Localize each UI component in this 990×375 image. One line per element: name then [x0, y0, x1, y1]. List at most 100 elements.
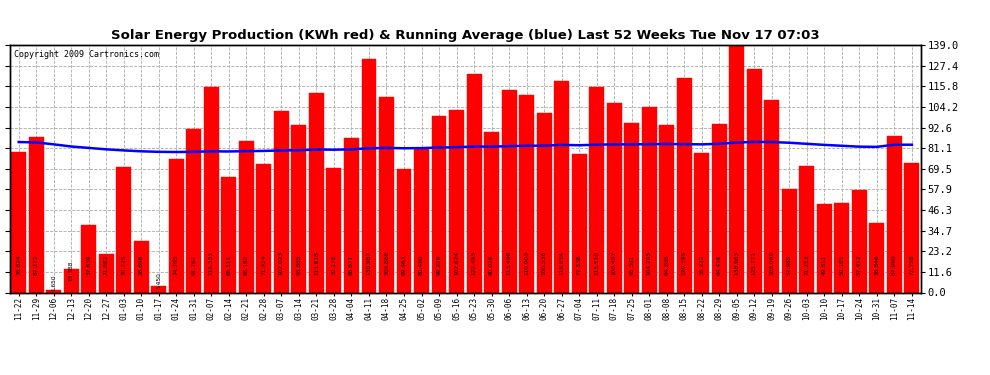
Text: Copyright 2009 Cartronics.com: Copyright 2009 Cartronics.com: [15, 50, 159, 59]
Bar: [835, 203, 849, 292]
Bar: [502, 90, 517, 292]
Bar: [799, 166, 815, 292]
Bar: [712, 124, 727, 292]
Text: 138.963: 138.963: [735, 251, 740, 275]
Text: 120.395: 120.395: [682, 251, 687, 275]
Text: 28.698: 28.698: [139, 254, 144, 275]
Bar: [554, 81, 569, 292]
Text: 94.205: 94.205: [664, 254, 669, 275]
Bar: [134, 242, 148, 292]
Bar: [116, 166, 132, 292]
Text: 113.496: 113.496: [507, 251, 512, 275]
Bar: [309, 93, 324, 292]
Bar: [466, 75, 481, 292]
Bar: [291, 125, 306, 292]
Text: 65.111: 65.111: [227, 255, 232, 275]
Bar: [642, 107, 656, 292]
Bar: [432, 116, 446, 292]
Bar: [327, 168, 342, 292]
Bar: [274, 111, 289, 292]
Bar: [764, 100, 779, 292]
Bar: [625, 123, 640, 292]
Text: 78.222: 78.222: [699, 254, 704, 275]
Bar: [11, 152, 26, 292]
Bar: [81, 225, 96, 292]
Text: 94.416: 94.416: [717, 254, 722, 275]
Text: 87.990: 87.990: [892, 254, 897, 275]
Text: 115.331: 115.331: [209, 251, 214, 275]
Bar: [239, 141, 253, 292]
Text: 86.671: 86.671: [348, 255, 354, 275]
Text: 90.026: 90.026: [489, 254, 494, 275]
Text: 118.654: 118.654: [559, 251, 564, 275]
Title: Solar Energy Production (KWh red) & Running Average (blue) Last 52 Weeks Tue Nov: Solar Energy Production (KWh red) & Runn…: [111, 30, 820, 42]
Text: 77.538: 77.538: [576, 254, 582, 275]
Bar: [379, 97, 394, 292]
Text: 100.536: 100.536: [542, 251, 546, 275]
Bar: [852, 190, 867, 292]
Bar: [449, 110, 464, 292]
Bar: [817, 204, 832, 292]
Text: 21.682: 21.682: [104, 254, 109, 275]
Text: 1.650: 1.650: [51, 274, 56, 291]
Text: 85.182: 85.182: [244, 254, 248, 275]
Bar: [361, 59, 376, 292]
Text: 115.510: 115.510: [594, 251, 599, 275]
Text: 57.412: 57.412: [857, 254, 862, 275]
Text: 95.361: 95.361: [630, 254, 635, 275]
Bar: [589, 87, 604, 292]
Bar: [186, 129, 201, 292]
Bar: [746, 69, 761, 292]
Bar: [344, 138, 359, 292]
Bar: [47, 290, 61, 292]
Bar: [869, 224, 884, 292]
Bar: [694, 153, 709, 292]
Text: 93.885: 93.885: [296, 254, 301, 275]
Bar: [537, 114, 551, 292]
Text: 13.388: 13.388: [68, 260, 73, 280]
Bar: [730, 45, 744, 292]
Bar: [204, 87, 219, 292]
Text: 71.253: 71.253: [804, 254, 810, 275]
Text: 102.023: 102.023: [279, 251, 284, 275]
Bar: [222, 177, 237, 292]
Bar: [169, 159, 184, 292]
Bar: [659, 125, 674, 292]
Bar: [571, 154, 587, 292]
Text: 130.987: 130.987: [366, 251, 371, 275]
Bar: [63, 268, 78, 292]
Text: 110.903: 110.903: [524, 251, 529, 275]
Text: 78.824: 78.824: [16, 254, 21, 275]
Text: 122.463: 122.463: [471, 251, 476, 275]
Text: 70.725: 70.725: [121, 254, 127, 275]
Bar: [29, 137, 44, 292]
Bar: [519, 95, 534, 292]
Text: 106.407: 106.407: [612, 251, 617, 275]
Text: 125.771: 125.771: [751, 251, 756, 275]
Bar: [484, 132, 499, 292]
Text: 37.639: 37.639: [86, 254, 91, 275]
Text: 102.624: 102.624: [454, 251, 459, 275]
Text: 70.178: 70.178: [332, 254, 337, 275]
Bar: [256, 164, 271, 292]
Bar: [397, 169, 412, 292]
Bar: [607, 103, 622, 292]
Text: 71.924: 71.924: [261, 254, 266, 275]
Bar: [151, 286, 166, 292]
Bar: [99, 254, 114, 292]
Text: 87.272: 87.272: [34, 254, 39, 275]
Bar: [414, 149, 429, 292]
Text: 38.846: 38.846: [874, 254, 879, 275]
Text: 109.866: 109.866: [384, 251, 389, 275]
Text: 3.450: 3.450: [156, 273, 161, 290]
Text: 80.490: 80.490: [419, 254, 424, 275]
Text: 69.463: 69.463: [402, 254, 407, 275]
Text: 111.818: 111.818: [314, 251, 319, 275]
Bar: [782, 189, 797, 292]
Text: 50.165: 50.165: [840, 254, 844, 275]
Text: 57.985: 57.985: [787, 254, 792, 275]
Bar: [905, 163, 920, 292]
Text: 108.080: 108.080: [769, 251, 774, 275]
Text: 49.811: 49.811: [822, 254, 827, 275]
Text: 72.758: 72.758: [910, 254, 915, 275]
